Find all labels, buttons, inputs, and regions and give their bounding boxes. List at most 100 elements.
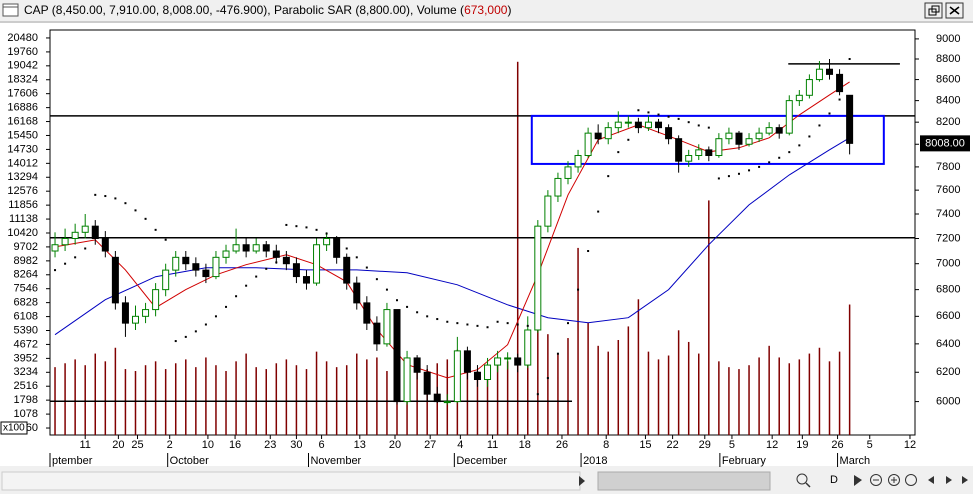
sar-dot	[375, 278, 378, 281]
sar-dot	[305, 226, 308, 229]
y2-tick-label: 18324	[7, 74, 38, 86]
volume-bar	[295, 365, 298, 435]
sar-dot	[798, 144, 801, 147]
candle-body	[473, 371, 481, 380]
candle-body	[353, 282, 361, 304]
y-tick-label: 7400	[936, 208, 960, 220]
y2-tick-label: 12576	[7, 185, 38, 197]
d-button[interactable]: D	[830, 474, 838, 486]
sar-dot	[506, 322, 509, 325]
sar-dot	[687, 121, 690, 124]
candle-body	[333, 238, 341, 258]
sar-dot	[214, 315, 217, 318]
y2-tick-label: 8264	[14, 269, 38, 281]
candle-body	[262, 244, 270, 252]
scrollbar-thumb[interactable]	[597, 471, 771, 491]
x-tick-label: 5	[867, 439, 873, 451]
volume-bar	[315, 351, 318, 435]
sar-dot	[355, 256, 358, 259]
volume-bar	[94, 353, 97, 435]
y-tick-label: 6200	[936, 366, 960, 378]
volume-bar	[114, 347, 117, 435]
sar-dot	[365, 266, 368, 269]
volume-bar	[466, 363, 469, 435]
sar-dot	[315, 228, 318, 231]
sar-dot	[396, 299, 399, 302]
zoom-out[interactable]	[870, 474, 882, 486]
y2-tick-label: 10420	[7, 227, 38, 239]
play-icon[interactable]	[854, 475, 862, 486]
title-text: CAP (8,450.00, 7,910.00, 8,008.00, -476.…	[24, 3, 464, 17]
last-price-label: 8008.00	[925, 137, 965, 149]
y2-tick-label: 6828	[14, 297, 38, 309]
sar-dot	[265, 267, 268, 270]
x-tick-label: 12	[766, 439, 778, 451]
sar-dot	[647, 111, 650, 114]
volume-bar	[124, 369, 127, 435]
candle-body	[272, 250, 280, 258]
volume-bar	[708, 200, 710, 435]
x-tick-label: 12	[904, 439, 916, 451]
y2-tick-label: 6108	[14, 310, 38, 322]
candle-body	[313, 244, 321, 284]
volume-bar	[516, 61, 519, 436]
sar-dot	[828, 112, 831, 115]
sar-dot	[476, 324, 479, 327]
sar-dot	[335, 238, 338, 241]
y2-tick-label: 16168	[7, 115, 38, 127]
candle-body	[323, 238, 331, 246]
y-tick-label: 6800	[936, 284, 960, 296]
sar-dot	[416, 311, 419, 314]
volume-bar	[325, 361, 328, 435]
zoom-in-sign	[891, 477, 897, 483]
candle-body	[604, 127, 612, 140]
y2-tick-label: 11138	[9, 213, 38, 225]
candle-body	[202, 269, 210, 278]
sar-dot	[164, 238, 167, 241]
candle-body	[846, 94, 854, 144]
volume-bar	[718, 361, 720, 435]
volume-bar	[547, 334, 549, 435]
sar-dot	[556, 352, 559, 355]
candle-body	[805, 79, 813, 96]
y2-tick-label: 15450	[7, 129, 38, 141]
volume-bar	[144, 365, 147, 435]
search-icon[interactable]	[796, 473, 808, 485]
sar-dot	[64, 262, 67, 265]
candle-body	[564, 166, 572, 179]
y2-tick-label: 14730	[7, 143, 38, 155]
search-icon-handle	[805, 482, 811, 488]
y-tick-label: 7800	[936, 161, 960, 173]
volume-bar	[506, 361, 509, 435]
zoom-reset[interactable]	[905, 474, 917, 486]
volume-bar	[818, 347, 821, 435]
sar-dot	[426, 315, 429, 318]
x-tick-label: 22	[666, 439, 678, 451]
x-tick-label: 8	[603, 439, 609, 451]
x-tick-label: 20	[112, 439, 124, 451]
x-tick-label: 27	[424, 439, 436, 451]
volume-bar	[838, 351, 841, 435]
candle-body	[665, 127, 673, 140]
sar-dot	[245, 284, 248, 287]
candle-body	[423, 371, 431, 395]
unit-label: x100	[3, 423, 25, 434]
sar-dot	[516, 323, 519, 326]
volume-bar	[798, 359, 801, 435]
volume-bar	[698, 353, 700, 435]
y-tick-label: 6000	[936, 395, 960, 407]
candle-body	[705, 149, 713, 157]
scroll-left[interactable]	[928, 476, 934, 484]
volume-bar	[828, 361, 831, 435]
x-tick-label: 6	[319, 439, 325, 451]
volume-bar	[677, 330, 680, 435]
zoom-in[interactable]	[888, 474, 900, 486]
scroll-end[interactable]	[962, 476, 968, 484]
sar-dot	[768, 161, 771, 164]
month-label: October	[170, 455, 209, 467]
sar-dot	[124, 202, 127, 205]
volume-value: 673,000	[464, 3, 508, 17]
scroll-right[interactable]	[946, 476, 952, 484]
scroll-arrow[interactable]	[579, 476, 585, 486]
candle-body	[131, 315, 139, 324]
